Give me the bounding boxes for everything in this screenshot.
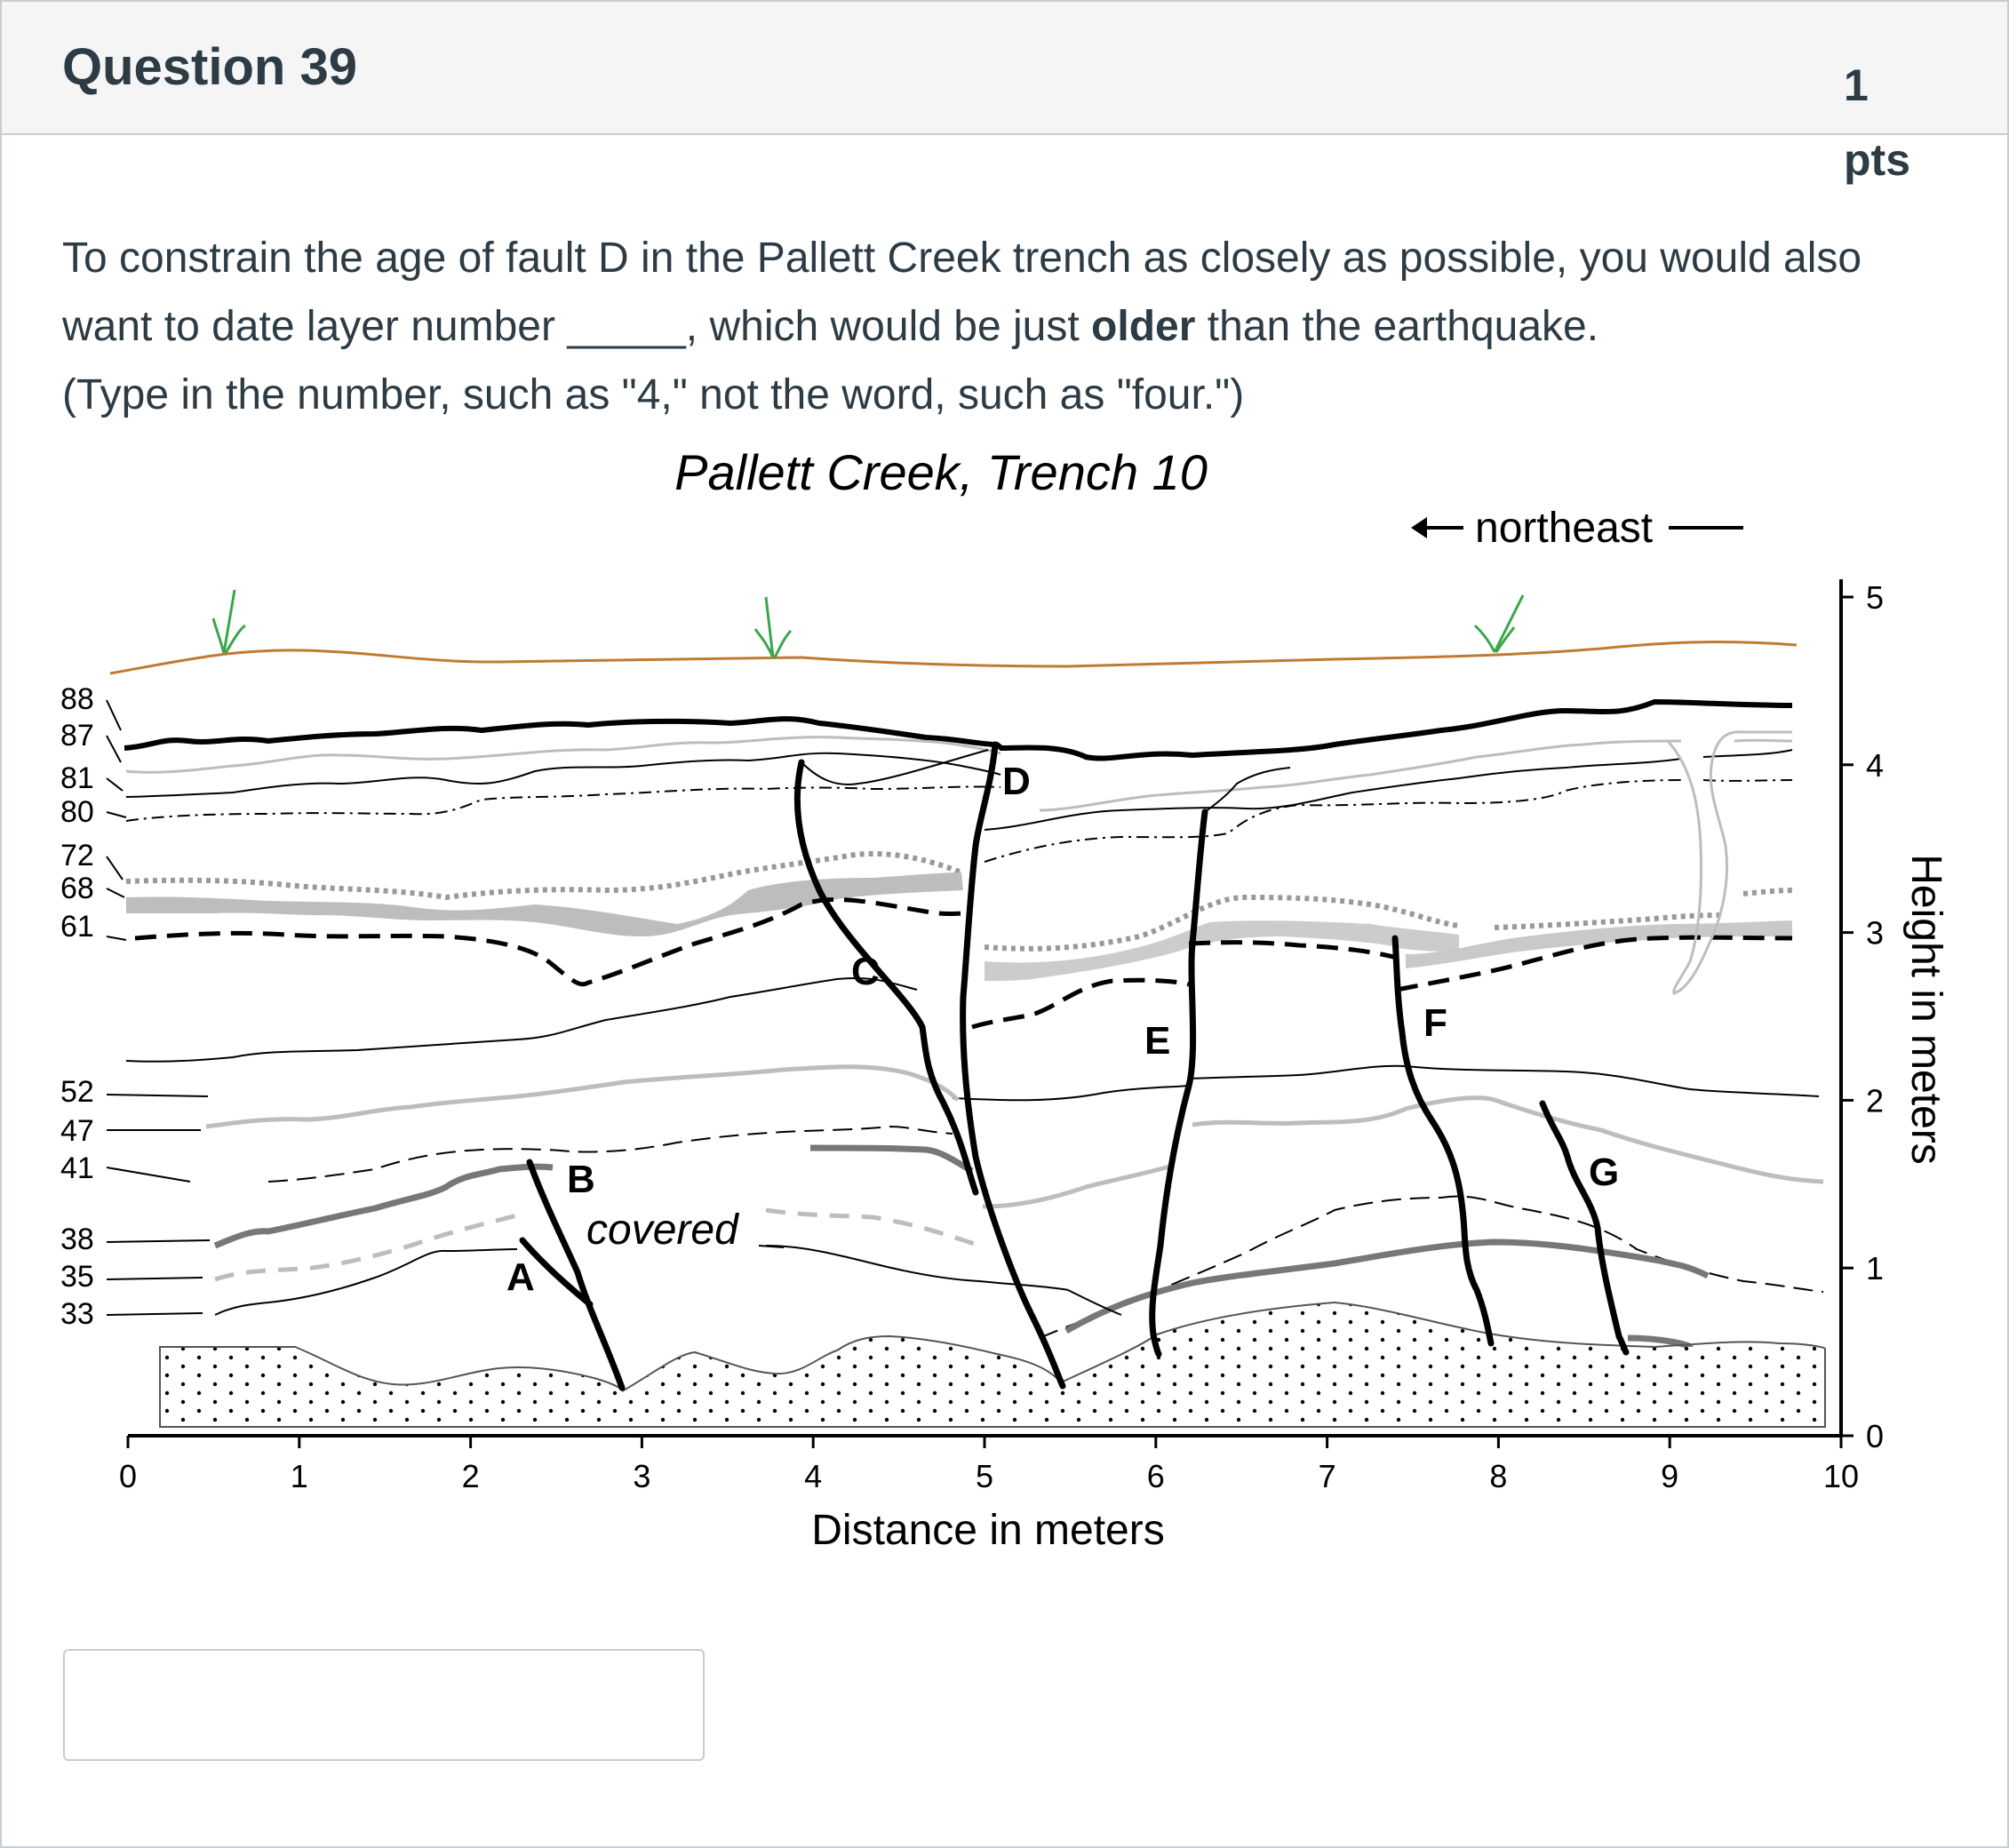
y-tick-label: 5 — [1866, 579, 1884, 616]
layer-label-68: 68 — [60, 872, 94, 905]
layer-35-line — [214, 1207, 980, 1282]
fault-d — [960, 741, 1066, 1390]
northeast-arrow: northeast — [1411, 505, 1743, 552]
layer-68-band-right — [985, 920, 1459, 981]
covered-leader — [758, 1245, 785, 1248]
layer-label-38: 38 — [60, 1223, 94, 1256]
layer-33-line — [214, 1245, 1122, 1316]
fault-label-group: A B C D E F G — [506, 760, 1619, 1299]
question-text-line3: (Type in the number, such as "4," not th… — [62, 371, 1245, 418]
layer-label-33: 33 — [60, 1297, 94, 1331]
x-axis: 0 1 2 3 4 5 6 7 8 9 10 Distance in meters — [119, 1434, 1859, 1554]
fault-b — [526, 1159, 626, 1391]
question-text-part2: than the earthquake. — [1195, 303, 1599, 350]
x-tick-label: 2 — [462, 1458, 480, 1494]
layer-88-line — [124, 698, 1793, 761]
fault-label-g: G — [1589, 1151, 1619, 1194]
layer-61-line — [134, 897, 1793, 1030]
layer-80-line — [125, 779, 1793, 863]
x-tick-label: 3 — [633, 1458, 650, 1494]
diagram-title: Pallett Creek, Trench 10 — [674, 444, 1208, 500]
layer-81-line — [125, 749, 1793, 831]
y-tick-label: 0 — [1866, 1418, 1884, 1454]
fault-f — [1391, 935, 1495, 1347]
x-tick-label: 7 — [1319, 1458, 1336, 1494]
fault-label-c: C — [851, 950, 880, 993]
x-tick-label: 5 — [976, 1458, 993, 1494]
ground-surface — [109, 641, 1798, 675]
x-tick-label: 4 — [804, 1458, 822, 1494]
y-tick-label: 4 — [1866, 747, 1884, 784]
y-tick-label: 2 — [1866, 1082, 1884, 1119]
layer-87-line — [125, 736, 1793, 812]
grass-icon — [211, 589, 1525, 658]
layer-label-61: 61 — [60, 910, 94, 944]
layer-label-88: 88 — [60, 682, 94, 716]
y-ticks: 0 1 2 3 4 5 — [1841, 579, 1884, 1454]
x-tick-label: 6 — [1147, 1458, 1165, 1494]
fault-c — [793, 759, 979, 1196]
faults — [519, 741, 1630, 1391]
root-cast — [1666, 730, 1792, 995]
question-points: 1 pts — [1844, 60, 1910, 185]
layer-label-81: 81 — [60, 761, 94, 795]
direction-label: northeast — [1475, 505, 1653, 552]
y-tick-label: 3 — [1866, 915, 1884, 952]
fault-c-top-link — [801, 749, 989, 785]
layer-38-line — [213, 1144, 1710, 1350]
question-text-part1: To constrain the age of fault D in the P… — [62, 235, 1862, 350]
layer-label-47: 47 — [60, 1114, 94, 1148]
x-tick-label: 10 — [1823, 1458, 1859, 1494]
question-text-bold: older — [1091, 303, 1196, 350]
question-header: Question 39 1 pts — [2, 2, 2007, 185]
question-title: Question 39 — [62, 38, 357, 96]
fault-label-d: D — [1002, 760, 1031, 803]
layer-labels: 88 87 81 80 72 68 61 52 47 41 38 35 33 — [60, 682, 94, 1331]
layer-label-leaders — [106, 699, 211, 1316]
layer-47-line — [205, 1064, 1824, 1209]
x-tick-label: 9 — [1661, 1458, 1678, 1494]
question-text: To constrain the age of fault D in the P… — [62, 224, 1946, 429]
layer-label-41: 41 — [60, 1151, 94, 1185]
y-tick-label: 1 — [1866, 1250, 1884, 1286]
fault-label-f: F — [1423, 1001, 1447, 1045]
layer-label-52: 52 — [60, 1075, 94, 1109]
x-tick-label: 8 — [1489, 1458, 1507, 1494]
layer-label-80: 80 — [60, 795, 94, 829]
fault-label-a: A — [506, 1255, 535, 1299]
trench-diagram: Pallett Creek, Trench 10 northeast — [60, 444, 1949, 1554]
layer-label-35: 35 — [60, 1260, 94, 1294]
fault-label-e: E — [1144, 1019, 1170, 1063]
covered-label: covered — [586, 1207, 739, 1254]
fault-e-top-link — [1204, 767, 1291, 813]
x-axis-label: Distance in meters — [811, 1507, 1164, 1554]
fault-label-b: B — [567, 1158, 595, 1201]
x-ticks: 0 1 2 3 4 5 6 7 8 9 10 — [119, 1436, 1859, 1494]
x-tick-label: 1 — [291, 1458, 308, 1494]
x-tick-label: 0 — [119, 1458, 137, 1494]
fault-g — [1539, 1100, 1630, 1356]
fault-e — [1149, 808, 1208, 1358]
y-axis-label: Height in meters — [1902, 854, 1949, 1164]
fault-a — [519, 1237, 594, 1308]
answer-input[interactable] — [63, 1649, 705, 1761]
layer-68-band — [126, 872, 963, 936]
layer-label-87: 87 — [60, 719, 94, 753]
y-axis: 0 1 2 3 4 5 Height in meters — [1839, 579, 1949, 1454]
layer-52-line — [125, 976, 1820, 1102]
bedrock — [159, 1301, 1826, 1428]
layer-label-72: 72 — [60, 839, 94, 872]
